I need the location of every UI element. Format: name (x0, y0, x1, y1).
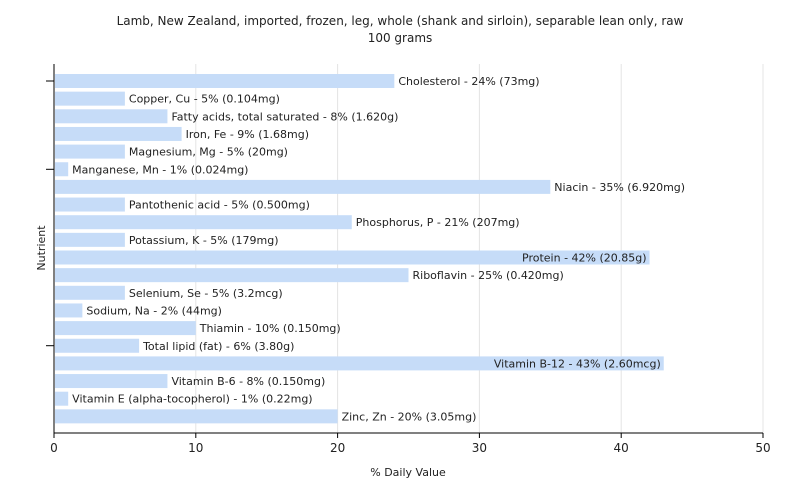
bar-label: Magnesium, Mg - 5% (20mg) (129, 146, 288, 159)
bar (55, 126, 182, 141)
bar (55, 374, 168, 389)
chart-title-line: Lamb, New Zealand, imported, frozen, leg… (116, 14, 684, 28)
bar-label: Riboflavin - 25% (0.420mg) (413, 269, 564, 282)
bar (55, 74, 395, 88)
bars: Cholesterol - 24% (73mg) Copper, Cu - 5% … (55, 74, 685, 424)
bar (55, 303, 83, 318)
bar (55, 91, 125, 106)
bar (55, 144, 125, 159)
x-tick-label: 0 (50, 441, 58, 455)
x-tick-label: 50 (755, 441, 770, 455)
bar-label: Sodium, Na - 2% (44mg) (86, 304, 222, 317)
bar (55, 215, 352, 230)
bar (55, 250, 650, 265)
bar-label: Niacin - 35% (6.920mg) (554, 181, 685, 194)
bar (55, 409, 338, 424)
bar-label: Fatty acids, total saturated - 8% (1.620… (171, 110, 398, 123)
bar (55, 162, 69, 177)
grid-lines (195, 64, 764, 433)
bar-label: Selenium, Se - 5% (3.2mcg) (129, 287, 283, 300)
bar-label: Thiamin - 10% (0.150mg) (199, 322, 341, 335)
bar-label: Copper, Cu - 5% (0.104mg) (129, 93, 280, 106)
bar-label: Vitamin B-6 - 8% (0.150mg) (171, 375, 325, 388)
bar (55, 391, 69, 406)
bar (55, 109, 168, 124)
bar (55, 268, 409, 283)
x-axis-title: % Daily Value (370, 466, 446, 479)
bar-label: Protein - 42% (20.85g) (522, 252, 647, 265)
axes: 0 10 20 30 40 50 (46, 64, 771, 455)
bar-label: Total lipid (fat) - 6% (3.80g) (142, 340, 294, 353)
x-tick-label: 10 (188, 441, 203, 455)
bar (55, 179, 551, 194)
bar (55, 232, 125, 247)
bar-label: Zinc, Zn - 20% (3.05mg) (342, 410, 477, 423)
bar (55, 197, 125, 212)
bar-label: Cholesterol - 24% (73mg) (398, 75, 539, 88)
bar (55, 285, 125, 300)
x-tick-label: 20 (330, 441, 345, 455)
bar-label: Vitamin B-12 - 43% (2.60mcg) (494, 357, 661, 370)
bar-label: Iron, Fe - 9% (1.68mg) (186, 128, 309, 141)
x-tick-label: 40 (614, 441, 629, 455)
bar-label: Phosphorus, P - 21% (207mg) (356, 216, 520, 229)
chart-subtitle: 100 grams (367, 31, 433, 45)
bar (55, 321, 196, 336)
x-tick-label: 30 (472, 441, 487, 455)
bar-label: Vitamin E (alpha-tocopherol) - 1% (0.22m… (72, 393, 312, 406)
y-axis-title: Nutrient (35, 225, 48, 271)
chart-title: Lamb, New Zealand, imported, frozen, leg… (0, 13, 800, 47)
bar-label: Pantothenic acid - 5% (0.500mg) (129, 199, 310, 212)
bar-label: Manganese, Mn - 1% (0.024mg) (72, 163, 248, 176)
bar (55, 338, 140, 353)
bar-label: Potassium, K - 5% (179mg) (129, 234, 279, 247)
bar (55, 356, 664, 371)
